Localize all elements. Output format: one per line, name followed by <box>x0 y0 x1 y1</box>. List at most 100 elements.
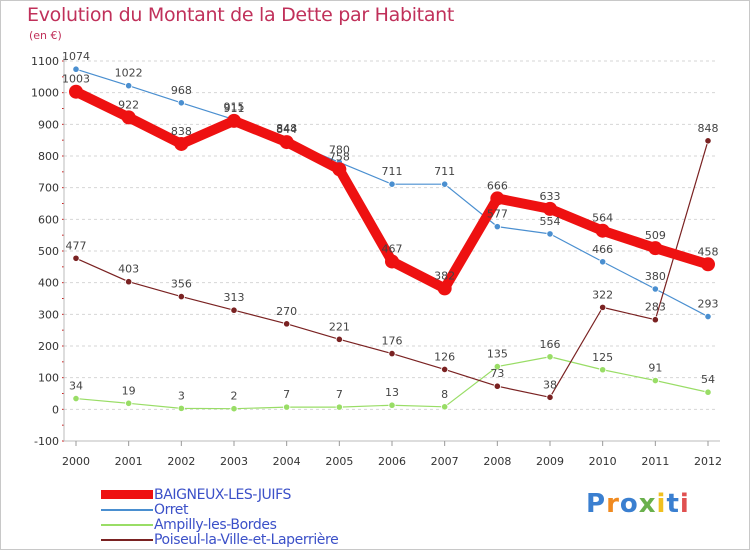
data-label: 633 <box>540 190 561 203</box>
data-point <box>543 201 557 216</box>
data-label: 968 <box>171 84 192 97</box>
y-tick-label: 0 <box>52 403 59 416</box>
logo-letter: o <box>619 489 639 519</box>
data-point <box>651 376 659 385</box>
data-label: 166 <box>540 338 561 351</box>
data-point <box>385 254 399 269</box>
data-label: 322 <box>592 288 613 301</box>
series-line-ampilly-les-bordes <box>75 356 709 410</box>
y-tick-label: 1100 <box>31 55 59 68</box>
legend-label: Ampilly-les-Bordes <box>154 516 277 533</box>
data-label: 577 <box>487 208 508 221</box>
data-label: 270 <box>276 305 297 318</box>
y-tick-label: 400 <box>38 277 59 290</box>
x-tick-label: 2001 <box>115 455 143 468</box>
data-label: 466 <box>592 243 613 256</box>
data-label: 848 <box>698 122 719 135</box>
legend-swatch <box>101 508 153 511</box>
data-point <box>72 65 80 73</box>
data-label: 758 <box>329 150 350 163</box>
logo-letter: i <box>679 489 690 519</box>
data-label: 19 <box>122 384 136 397</box>
data-label: 922 <box>118 98 139 111</box>
y-tick-label: 1000 <box>31 87 59 100</box>
x-tick-label: 2004 <box>273 455 301 468</box>
x-tick-label: 2006 <box>378 455 406 468</box>
x-tick-label: 2011 <box>641 455 669 468</box>
data-point <box>437 281 452 296</box>
data-point <box>125 399 133 407</box>
data-point <box>704 312 712 321</box>
data-label: 477 <box>66 239 87 252</box>
data-label: 467 <box>382 242 403 255</box>
chart-unit: (en €) <box>29 29 62 42</box>
legend-swatch <box>101 523 153 526</box>
x-tick-label: 2012 <box>694 455 722 468</box>
data-point <box>599 258 607 266</box>
data-label: 283 <box>645 301 666 314</box>
data-point <box>493 382 501 390</box>
data-label: 313 <box>224 291 245 304</box>
data-point <box>125 278 133 286</box>
data-point <box>546 393 554 401</box>
data-label: 1003 <box>62 73 90 86</box>
data-label: 7 <box>336 388 343 401</box>
data-point <box>441 365 449 374</box>
logo-letter: i <box>656 489 667 519</box>
x-tick-label: 2010 <box>589 455 617 468</box>
data-label: 293 <box>698 298 719 311</box>
data-point <box>388 401 396 409</box>
data-label: 1022 <box>115 67 143 80</box>
data-point <box>546 230 554 238</box>
data-point <box>388 349 396 358</box>
data-label: 356 <box>171 278 192 291</box>
data-label: 2 <box>231 390 238 403</box>
data-label: 458 <box>698 245 719 258</box>
data-label: 554 <box>540 215 561 228</box>
data-label: 1074 <box>62 50 90 63</box>
chart-title: Evolution du Montant de la Dette par Hab… <box>27 4 455 26</box>
data-point <box>279 135 294 150</box>
legend-item: BAIGNEUX-LES-JUIFS <box>101 486 338 503</box>
legend-swatch <box>101 538 153 541</box>
x-tick-label: 2007 <box>431 455 459 468</box>
data-point <box>177 99 185 107</box>
data-point <box>72 254 80 262</box>
data-label: 711 <box>434 165 455 178</box>
data-point <box>125 82 133 90</box>
legend-label: Orret <box>154 501 189 518</box>
data-point <box>546 353 554 361</box>
series-line-poiseul-la-ville-et-laperri-re <box>75 140 709 398</box>
data-point <box>283 320 291 328</box>
data-point <box>335 335 343 343</box>
data-label: 509 <box>645 229 666 242</box>
logo-letter: r <box>606 489 620 519</box>
data-label: 780 <box>329 143 350 156</box>
y-tick-label: 300 <box>38 308 59 321</box>
legend-swatch <box>101 490 153 499</box>
data-label: 3 <box>178 389 185 402</box>
data-point <box>332 162 347 177</box>
logo-letter: x <box>638 489 657 519</box>
data-label: 711 <box>382 165 403 178</box>
legend-item: Orret <box>101 501 338 518</box>
proxiti-logo: Proxiti <box>586 489 690 519</box>
legend-item: Ampilly-les-Bordes <box>101 516 338 533</box>
data-label: 844 <box>276 123 297 136</box>
data-label: 838 <box>171 125 192 138</box>
data-label: 382 <box>434 269 455 282</box>
data-point <box>69 84 83 99</box>
data-label: 73 <box>490 367 504 380</box>
legend-label: BAIGNEUX-LES-JUIFS <box>154 486 292 503</box>
y-tick-label: 200 <box>38 340 59 353</box>
data-point <box>651 285 659 293</box>
data-label: 125 <box>592 351 613 364</box>
data-point <box>121 110 136 125</box>
x-tick-label: 2003 <box>220 455 248 468</box>
data-point <box>599 303 607 311</box>
logo-letter: t <box>666 489 680 519</box>
data-label: 915 <box>224 101 245 114</box>
legend-item: Poiseul-la-Ville-et-Laperrière <box>101 532 339 548</box>
